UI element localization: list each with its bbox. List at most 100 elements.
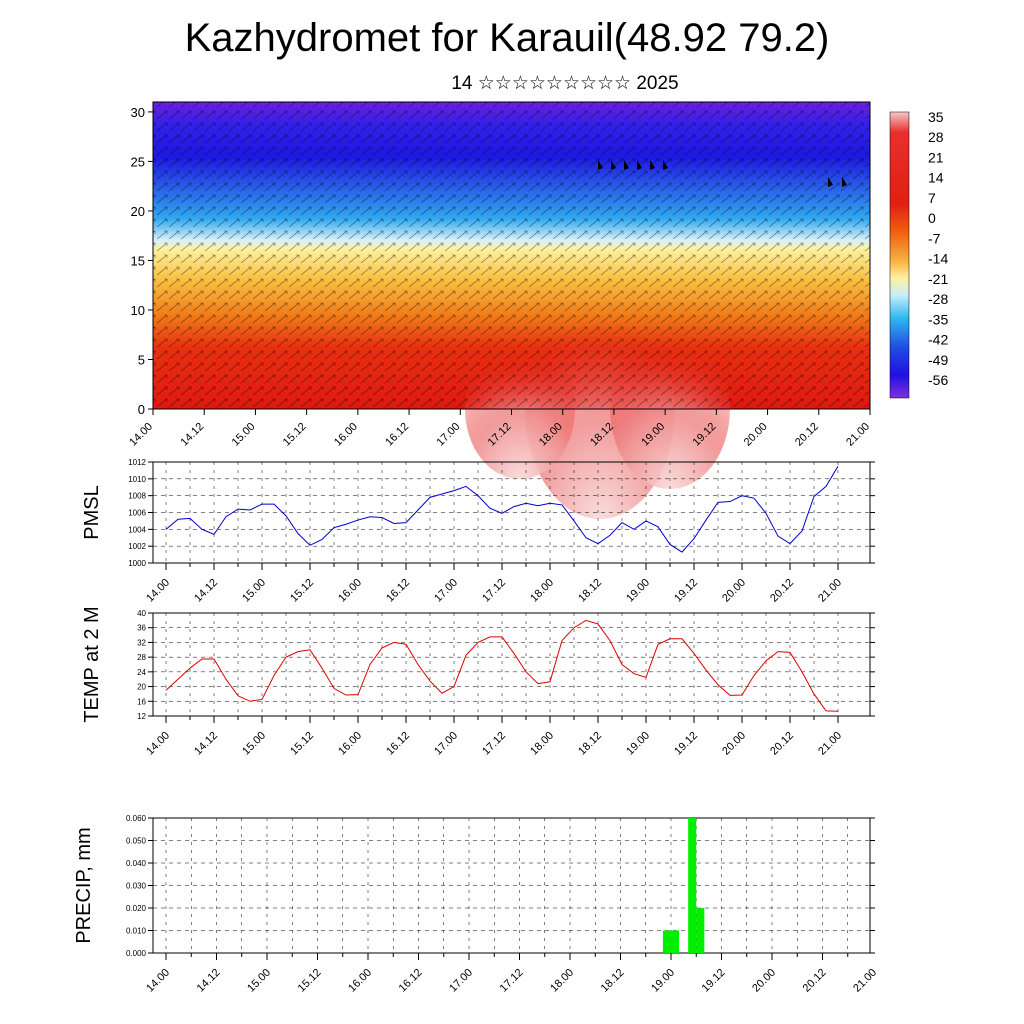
wind-flag-barb	[637, 160, 642, 170]
y-tick-label: 0.000	[126, 949, 147, 958]
y-tick-label: 1012	[128, 458, 146, 467]
colorbar-scale	[889, 111, 910, 399]
x-tick-label: 16.12	[397, 967, 425, 995]
x-tick-label: 17.00	[432, 730, 460, 758]
x-tick-label: 16.00	[336, 577, 364, 605]
x-tick-label: 16.12	[383, 421, 411, 449]
y-tick-label: 12	[137, 712, 146, 721]
chart-title: Kazhydromet for Karauil(48.92 79.2)	[184, 16, 830, 60]
x-tick-label: 15.12	[281, 421, 309, 449]
y-tick-label: 1010	[128, 475, 146, 484]
y-tick-label: 36	[137, 624, 146, 633]
y-tick-label: 1008	[128, 492, 146, 501]
x-tick-label: 15.00	[230, 421, 258, 449]
colorbar-label: -28	[928, 291, 948, 307]
x-tick-label: 20.12	[768, 730, 796, 758]
y-tick-label: 5	[138, 352, 145, 367]
y-tick-label: 16	[137, 697, 146, 706]
y-tick-label: 28	[137, 653, 146, 662]
x-tick-label: 19.12	[672, 577, 700, 605]
y-tick-label: 30	[131, 105, 145, 120]
colorbar-label: 0	[928, 210, 936, 226]
x-tick-label: 14.12	[192, 730, 220, 758]
x-tick-label: 19.00	[624, 730, 652, 758]
precip-bar	[696, 908, 705, 953]
x-tick-label: 14.00	[144, 730, 172, 758]
x-tick-label: 19.12	[672, 730, 700, 758]
x-tick-label: 14.12	[195, 967, 223, 995]
x-tick-label: 15.00	[240, 730, 268, 758]
x-tick-label: 21.00	[816, 577, 844, 605]
precip-bar	[688, 818, 697, 953]
x-tick-label: 20.00	[742, 421, 770, 449]
x-tick-label: 20.00	[720, 577, 748, 605]
x-tick-label: 16.00	[332, 421, 360, 449]
colorbar-label: 14	[928, 170, 944, 186]
x-tick-label: 18.12	[576, 577, 604, 605]
x-tick-label: 16.00	[346, 967, 374, 995]
colorbar-label: -14	[928, 251, 948, 267]
y-tick-label: 24	[137, 668, 146, 677]
colorbar-label: -21	[928, 271, 948, 287]
y-tick-label: 10	[131, 303, 145, 318]
x-tick-label: 18.00	[528, 730, 556, 758]
x-tick-label: 14.12	[192, 577, 220, 605]
x-tick-label: 18.12	[576, 730, 604, 758]
x-tick-label: 15.00	[240, 577, 268, 605]
colorbar-label: -42	[928, 332, 948, 348]
y-tick-label: 20	[131, 204, 145, 219]
x-tick-label: 20.00	[720, 730, 748, 758]
pmsl-panel: 1000 1002 1004 1006 1008 1010 1012 14.00 14.12 15…	[81, 458, 875, 605]
y-tick-label: 1000	[128, 559, 146, 568]
y-axis-label: TEMP at 2 M	[81, 606, 103, 722]
x-tick-label: 17.12	[480, 730, 508, 758]
x-tick-label: 21.00	[844, 421, 872, 449]
precip-bar	[662, 930, 680, 953]
x-tick-label: 16.12	[384, 730, 412, 758]
x-tick-label: 18.00	[528, 577, 556, 605]
colorbar-label: 7	[928, 190, 936, 206]
y-tick-label: 0.040	[126, 859, 147, 868]
wind-flag-barb	[842, 177, 847, 187]
x-tick-label: 15.12	[296, 967, 324, 995]
x-tick-label: 20.12	[768, 577, 796, 605]
x-tick-label: 16.12	[384, 577, 412, 605]
y-tick-label: 0.020	[126, 904, 147, 913]
x-tick-label: 20.00	[750, 967, 778, 995]
x-tick-label: 17.00	[447, 967, 475, 995]
y-tick-label: 0	[138, 402, 145, 417]
precip-panel: 0.000 0.010 0.020 0.030 0.040 0.050 0.060 14.00…	[73, 814, 879, 995]
wind-flag-barb	[611, 160, 616, 170]
y-tick-label: 15	[131, 253, 145, 268]
wind-flag-barb	[624, 160, 629, 170]
colorbar-label: -7	[928, 230, 941, 246]
temperature-heatmap-panel: 0 5 10 15 20 25 30 14.00 14.12 15.00 15.12 16.00 16.…	[127, 101, 872, 519]
plot-frame	[152, 612, 871, 717]
x-tick-label: 15.12	[288, 577, 316, 605]
colorbar-label: -49	[928, 352, 948, 368]
x-tick-label: 15.12	[288, 730, 316, 758]
x-tick-label: 20.12	[793, 421, 821, 449]
colorbar-label: -35	[928, 311, 948, 327]
pmsl-line	[165, 465, 839, 553]
temp-2m-panel: 12 16 20 24 28 32 36 40 14.00 14.12 15.00 15.12 16.0…	[81, 606, 875, 758]
x-tick-label: 14.00	[144, 577, 172, 605]
x-tick-label: 15.00	[245, 967, 273, 995]
wind-flag-barb	[650, 160, 655, 170]
y-tick-label: 0.050	[126, 837, 147, 846]
y-tick-label: 32	[137, 638, 146, 647]
x-tick-label: 17.12	[480, 577, 508, 605]
y-tick-label: 1006	[128, 509, 146, 518]
x-tick-label: 17.12	[498, 967, 526, 995]
x-tick-label: 18.12	[599, 967, 627, 995]
x-tick-label: 17.00	[432, 577, 460, 605]
x-tick-label: 20.12	[801, 967, 829, 995]
x-tick-label: 19.00	[649, 967, 677, 995]
colorbar: 35 28 21 14 7 0 -7 -14 -21 -28 -35 -42 -49 -56	[889, 109, 948, 399]
x-tick-label: 14.00	[127, 421, 155, 449]
colorbar-label: 21	[928, 149, 944, 165]
x-tick-label: 21.00	[816, 730, 844, 758]
x-tick-label: 19.12	[700, 967, 728, 995]
x-tick-label: 21.00	[851, 967, 879, 995]
colorbar-label: 28	[928, 129, 944, 145]
